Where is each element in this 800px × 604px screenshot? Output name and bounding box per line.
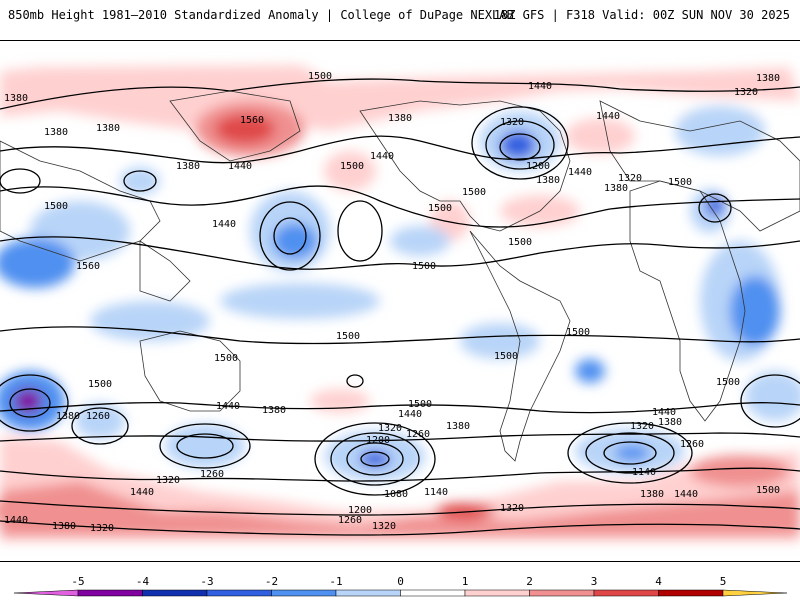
contour-label: 1320 <box>734 87 758 98</box>
contour-label: 1380 <box>176 161 200 172</box>
contour-label: 1500 <box>756 485 780 496</box>
contour-label: 1440 <box>370 151 394 162</box>
contour-label: 1140 <box>424 487 448 498</box>
contour-label: 1380 <box>756 73 780 84</box>
contour-label: 1440 <box>212 219 236 230</box>
legend-tick-label: 1 <box>462 575 469 588</box>
contour-label: 1440 <box>596 111 620 122</box>
contour-label: 1380 <box>388 113 412 124</box>
contour-label: 1320 <box>378 423 402 434</box>
legend-bar: -5 -4 -3 -2 -1 0 1 2 3 4 5 <box>13 575 788 597</box>
contour-label: 1440 <box>674 489 698 500</box>
contour-label: 1440 <box>4 515 28 526</box>
contour-label: 1500 <box>412 261 436 272</box>
contour-label: 1500 <box>408 399 432 410</box>
legend-tick-label: 2 <box>526 575 533 588</box>
contour-label: 1260 <box>86 411 110 422</box>
legend-tick-label: 3 <box>591 575 598 588</box>
legend-swatch <box>400 589 466 597</box>
contour-label: 1320 <box>500 503 524 514</box>
map-frame: 1500 1440 1380 1320 1380 1380 1560 1380 … <box>0 40 800 562</box>
anomaly-shading <box>0 65 800 541</box>
contour-label: 1500 <box>214 353 238 364</box>
legend-swatch <box>529 589 595 597</box>
contour-label: 1080 <box>384 489 408 500</box>
contour-label: 1320 <box>372 521 396 532</box>
contour-labels: 1500 1440 1380 1320 1380 1380 1560 1380 … <box>4 71 780 534</box>
height-contours <box>0 78 800 536</box>
contour-label: 1200 <box>526 161 550 172</box>
legend-swatch <box>464 589 530 597</box>
legend-tick-label: -2 <box>265 575 278 588</box>
contour-label: 1380 <box>56 411 80 422</box>
contour-label: 1380 <box>262 405 286 416</box>
contour-label: 1200 <box>366 435 390 446</box>
legend-tick-label: 5 <box>720 575 727 588</box>
contour-label: 1440 <box>568 167 592 178</box>
legend-tick-label: -5 <box>71 575 84 588</box>
contour-label: 1320 <box>90 523 114 534</box>
map-title: 850mb Height 1981–2010 Standardized Anom… <box>8 8 514 22</box>
contour-label: 1500 <box>462 187 486 198</box>
contour-label: 1500 <box>428 203 452 214</box>
contour-label: 1380 <box>640 489 664 500</box>
contour-label: 1380 <box>52 521 76 532</box>
legend-tick-label: 4 <box>655 575 662 588</box>
contour-label: 1440 <box>398 409 422 420</box>
contour-label: 1440 <box>216 401 240 412</box>
contour-label: 1260 <box>406 429 430 440</box>
contour-label: 1380 <box>96 123 120 134</box>
color-legend: -5 -4 -3 -2 -1 0 1 2 3 4 5 <box>0 572 800 600</box>
contour-label: 1440 <box>228 161 252 172</box>
contour-label: 1320 <box>156 475 180 486</box>
contour-label: 1320 <box>630 421 654 432</box>
legend-swatch <box>77 589 143 597</box>
contour-label: 1500 <box>340 161 364 172</box>
legend-swatch <box>593 589 659 597</box>
contour-label: 1560 <box>240 115 264 126</box>
legend-swatch <box>335 589 401 597</box>
legend-tick-label: -1 <box>329 575 342 588</box>
contour-label: 1500 <box>88 379 112 390</box>
contour-label: 1380 <box>446 421 470 432</box>
contour-label: 1440 <box>652 407 676 418</box>
contour-label: 1500 <box>336 331 360 342</box>
contour-label: 1500 <box>716 377 740 388</box>
contour-label: 1320 <box>618 173 642 184</box>
anomaly-map: 1500 1440 1380 1320 1380 1380 1560 1380 … <box>0 41 800 561</box>
contour-label: 1380 <box>604 183 628 194</box>
contour-label: 1380 <box>44 127 68 138</box>
contour-label: 1560 <box>76 261 100 272</box>
legend-swatch <box>658 589 724 597</box>
contour-label: 1500 <box>668 177 692 188</box>
contour-label: 1440 <box>528 81 552 92</box>
contour-label: 1380 <box>4 93 28 104</box>
contour-label: 1500 <box>566 327 590 338</box>
legend-swatch <box>722 589 788 597</box>
header: 850mb Height 1981–2010 Standardized Anom… <box>0 0 800 34</box>
legend-swatch <box>13 589 79 597</box>
legend-tick-label: 0 <box>397 575 404 588</box>
contour-label: 1440 <box>130 487 154 498</box>
contour-label: 1260 <box>200 469 224 480</box>
legend-swatch <box>271 589 337 597</box>
contour-label: 1380 <box>536 175 560 186</box>
contour-label: 1500 <box>494 351 518 362</box>
legend-swatch <box>206 589 272 597</box>
legend-swatch <box>142 589 208 597</box>
legend-tick-label: -4 <box>136 575 150 588</box>
contour-label: 1500 <box>508 237 532 248</box>
closed-contours <box>0 106 800 496</box>
contour-label: 1260 <box>338 515 362 526</box>
contour-label: 1140 <box>632 467 656 478</box>
contour-label: 1380 <box>658 417 682 428</box>
contour-label: 1500 <box>308 71 332 82</box>
contour-label: 1200 <box>348 505 372 516</box>
contour-label: 1260 <box>680 439 704 450</box>
legend-tick-label: -3 <box>200 575 213 588</box>
contour-label: 1500 <box>44 201 68 212</box>
model-valid-time: 18Z GFS | F318 Valid: 00Z SUN NOV 30 202… <box>493 8 790 22</box>
contour-label: 1320 <box>500 117 524 128</box>
